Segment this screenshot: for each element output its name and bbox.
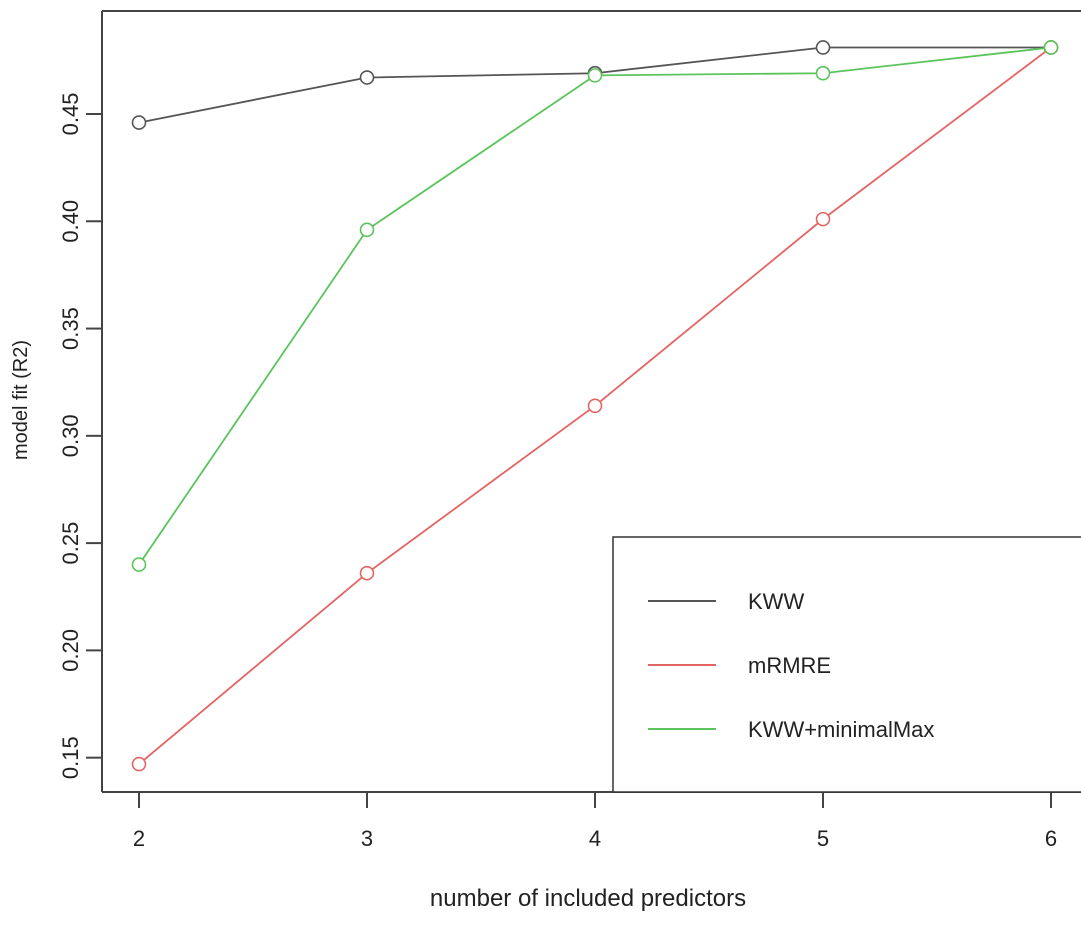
- legend-label: KWW: [748, 589, 804, 614]
- data-point: [359, 565, 375, 581]
- legend: KWW mRMRE KWW+minimalMax: [612, 536, 1081, 793]
- x-axis: 2 3 4 5 6: [133, 792, 1057, 851]
- data-point: [131, 756, 147, 772]
- x-tick-label: 4: [589, 826, 601, 851]
- data-point: [587, 68, 603, 83]
- data-point: [131, 115, 147, 130]
- data-point: [359, 222, 375, 238]
- y-tick-label: 0.20: [58, 629, 83, 672]
- y-tick-label: 0.45: [58, 93, 83, 136]
- x-tick-label: 6: [1045, 826, 1057, 851]
- series-layer: [131, 40, 1059, 772]
- y-tick-label: 0.30: [58, 414, 83, 457]
- data-point: [815, 40, 831, 55]
- y-tick-label: 0.25: [58, 522, 83, 565]
- x-tick-label: 3: [361, 826, 373, 851]
- y-tick-label: 0.15: [58, 736, 83, 779]
- y-axis-title: model fit (R2): [10, 340, 32, 460]
- x-tick-label: 5: [817, 826, 829, 851]
- data-point: [815, 211, 831, 227]
- y-axis: 0.15 0.20 0.25 0.30 0.35 0.40 0.45: [58, 93, 102, 779]
- series-line: [138, 46, 1052, 566]
- x-tick-label: 2: [133, 826, 145, 851]
- y-tick-label: 0.35: [58, 307, 83, 350]
- data-point: [815, 65, 831, 81]
- series-line: [138, 46, 1051, 124]
- data-point: [1043, 40, 1059, 55]
- x-axis-title: number of included predictors: [430, 885, 746, 912]
- y-tick-label: 0.40: [58, 200, 83, 243]
- data-point: [359, 70, 375, 85]
- legend-label: KWW+minimalMax: [748, 717, 934, 742]
- data-point: [587, 398, 603, 414]
- legend-label: mRMRE: [748, 653, 831, 678]
- data-point: [131, 557, 147, 572]
